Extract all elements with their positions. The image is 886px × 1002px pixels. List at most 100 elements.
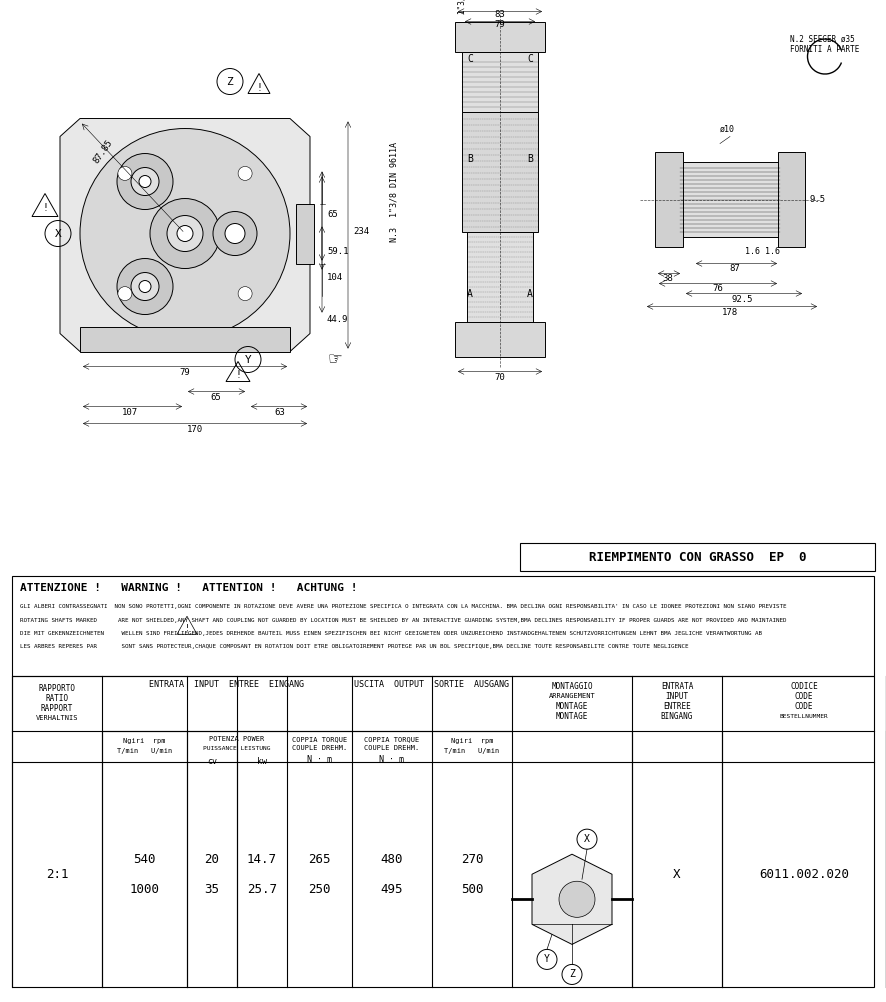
Text: ROTATING SHAFTS MARKED      ARE NOT SHIELDED,ANY SHAFT AND COUPLING NOT GUARDED : ROTATING SHAFTS MARKED ARE NOT SHIELDED,…	[20, 618, 786, 622]
Text: CODE: CODE	[794, 702, 812, 710]
Text: BINGANG: BINGANG	[660, 712, 692, 720]
Text: 178: 178	[721, 308, 737, 317]
Text: A: A	[466, 289, 472, 299]
Text: 2:1: 2:1	[46, 868, 68, 881]
Text: ☞: ☞	[327, 351, 342, 369]
Polygon shape	[466, 231, 532, 322]
Text: 44.9: 44.9	[327, 315, 348, 324]
Text: N.3  1"3/8 DIN 9611A: N.3 1"3/8 DIN 9611A	[390, 141, 399, 241]
Circle shape	[237, 166, 252, 180]
Text: 495: 495	[380, 883, 403, 896]
Circle shape	[139, 175, 151, 187]
Text: 63: 63	[275, 408, 285, 417]
Text: 76: 76	[711, 284, 723, 293]
Text: !: !	[256, 82, 261, 92]
Text: POTENZA POWER: POTENZA POWER	[209, 736, 264, 742]
Circle shape	[80, 128, 290, 339]
Text: RAPPORT: RAPPORT	[41, 704, 74, 712]
Text: ENTREE: ENTREE	[663, 702, 690, 710]
Text: 6011.002.020: 6011.002.020	[758, 868, 848, 881]
Text: 107: 107	[121, 408, 138, 417]
Text: COPPIA TORQUE: COPPIA TORQUE	[364, 736, 419, 742]
Polygon shape	[455, 322, 544, 357]
Text: USCITA  OUTPUT  SORTIE  AUSGANG: USCITA OUTPUT SORTIE AUSGANG	[354, 680, 509, 688]
Circle shape	[131, 167, 159, 195]
Text: N · m: N · m	[307, 756, 331, 764]
Text: 92.5: 92.5	[730, 295, 752, 304]
Text: cv: cv	[206, 758, 217, 766]
Text: BESTELLNUMMER: BESTELLNUMMER	[779, 714, 828, 718]
Circle shape	[558, 882, 595, 918]
Circle shape	[118, 287, 132, 301]
Text: 20: 20	[205, 853, 219, 866]
Text: COUPLE DREHM.: COUPLE DREHM.	[364, 745, 419, 752]
Text: 270: 270	[460, 853, 483, 866]
Text: CODE: CODE	[794, 692, 812, 700]
Text: Ngiri  rpm: Ngiri rpm	[123, 738, 166, 744]
Circle shape	[131, 273, 159, 301]
Text: 104: 104	[327, 273, 343, 282]
Text: DIE MIT GEKENNZEICHNETEN     WELLEN SIND FREILIEGEND,JEDES DREHENDE BAUTEIL MUSS: DIE MIT GEKENNZEICHNETEN WELLEN SIND FRE…	[20, 631, 761, 635]
Text: PUISSANCE LEISTUNG: PUISSANCE LEISTUNG	[203, 746, 270, 750]
Text: Y: Y	[245, 355, 251, 365]
Text: C: C	[466, 53, 472, 63]
Text: MONTAGGIO: MONTAGGIO	[550, 682, 592, 690]
Text: 87: 87	[729, 264, 740, 273]
Text: 14.7: 14.7	[246, 853, 276, 866]
Text: Z: Z	[226, 76, 233, 86]
Text: RAPPORTO: RAPPORTO	[38, 684, 75, 692]
Text: 87.85: 87.85	[92, 138, 114, 165]
Text: 35: 35	[205, 883, 219, 896]
Polygon shape	[80, 327, 290, 352]
Text: !: !	[235, 370, 241, 380]
Text: 1.6: 1.6	[764, 246, 779, 256]
Text: GLI ALBERI CONTRASSEGNATI  NON SONO PROTETTI,OGNI COMPONENTE IN ROTAZIONE DEVE A: GLI ALBERI CONTRASSEGNATI NON SONO PROTE…	[20, 604, 786, 608]
Text: N · m: N · m	[379, 756, 404, 764]
Polygon shape	[532, 854, 611, 944]
Text: 250: 250	[308, 883, 330, 896]
Polygon shape	[60, 118, 309, 352]
Text: B: B	[466, 153, 472, 163]
Text: VERHALTNIS: VERHALTNIS	[35, 715, 78, 721]
Polygon shape	[654, 151, 682, 246]
Circle shape	[139, 281, 151, 293]
Circle shape	[117, 259, 173, 315]
Text: 540: 540	[133, 853, 156, 866]
Text: 234: 234	[353, 226, 369, 235]
Circle shape	[118, 166, 132, 180]
Text: RIEMPIMENTO CON GRASSO  EP  0: RIEMPIMENTO CON GRASSO EP 0	[588, 551, 805, 563]
Text: 25.7: 25.7	[246, 883, 276, 896]
Circle shape	[150, 198, 220, 269]
Text: COPPIA TORQUE: COPPIA TORQUE	[291, 736, 346, 742]
Text: 70: 70	[494, 373, 505, 382]
Text: 265: 265	[308, 853, 330, 866]
Text: CODICE: CODICE	[789, 682, 817, 690]
Text: 59.1: 59.1	[327, 246, 348, 256]
FancyBboxPatch shape	[296, 203, 314, 264]
Text: 480: 480	[380, 853, 403, 866]
Text: LES ARBRES REPERES PAR       SONT SANS PROTECTEUR,CHAQUE COMPOSANT EN ROTATION D: LES ARBRES REPERES PAR SONT SANS PROTECT…	[20, 644, 688, 648]
Text: A: A	[526, 289, 532, 299]
Circle shape	[167, 215, 203, 252]
Text: N.2 SEEGER ø35: N.2 SEEGER ø35	[789, 34, 854, 43]
Text: X: X	[672, 868, 680, 881]
Text: ENTRATA  INPUT  ENTREE  EINGANG: ENTRATA INPUT ENTREE EINGANG	[150, 680, 304, 688]
Text: 170: 170	[187, 425, 203, 434]
Text: 1.6: 1.6	[744, 246, 759, 256]
Text: 65: 65	[210, 393, 222, 402]
Text: Y: Y	[543, 955, 549, 964]
Text: 65: 65	[327, 209, 338, 218]
Polygon shape	[455, 21, 544, 51]
Text: X: X	[55, 228, 61, 238]
Text: 500: 500	[460, 883, 483, 896]
Text: 1000: 1000	[129, 883, 159, 896]
Circle shape	[177, 225, 193, 241]
Text: B: B	[526, 153, 532, 163]
Text: ENTRATA: ENTRATA	[660, 682, 692, 690]
Text: Z: Z	[569, 970, 574, 979]
Circle shape	[237, 287, 252, 301]
Text: INPUT: INPUT	[664, 692, 688, 700]
Text: C: C	[526, 53, 532, 63]
Circle shape	[213, 211, 257, 256]
Text: 1"3/8 DIN9611A: 1"3/8 DIN9611A	[457, 0, 466, 13]
